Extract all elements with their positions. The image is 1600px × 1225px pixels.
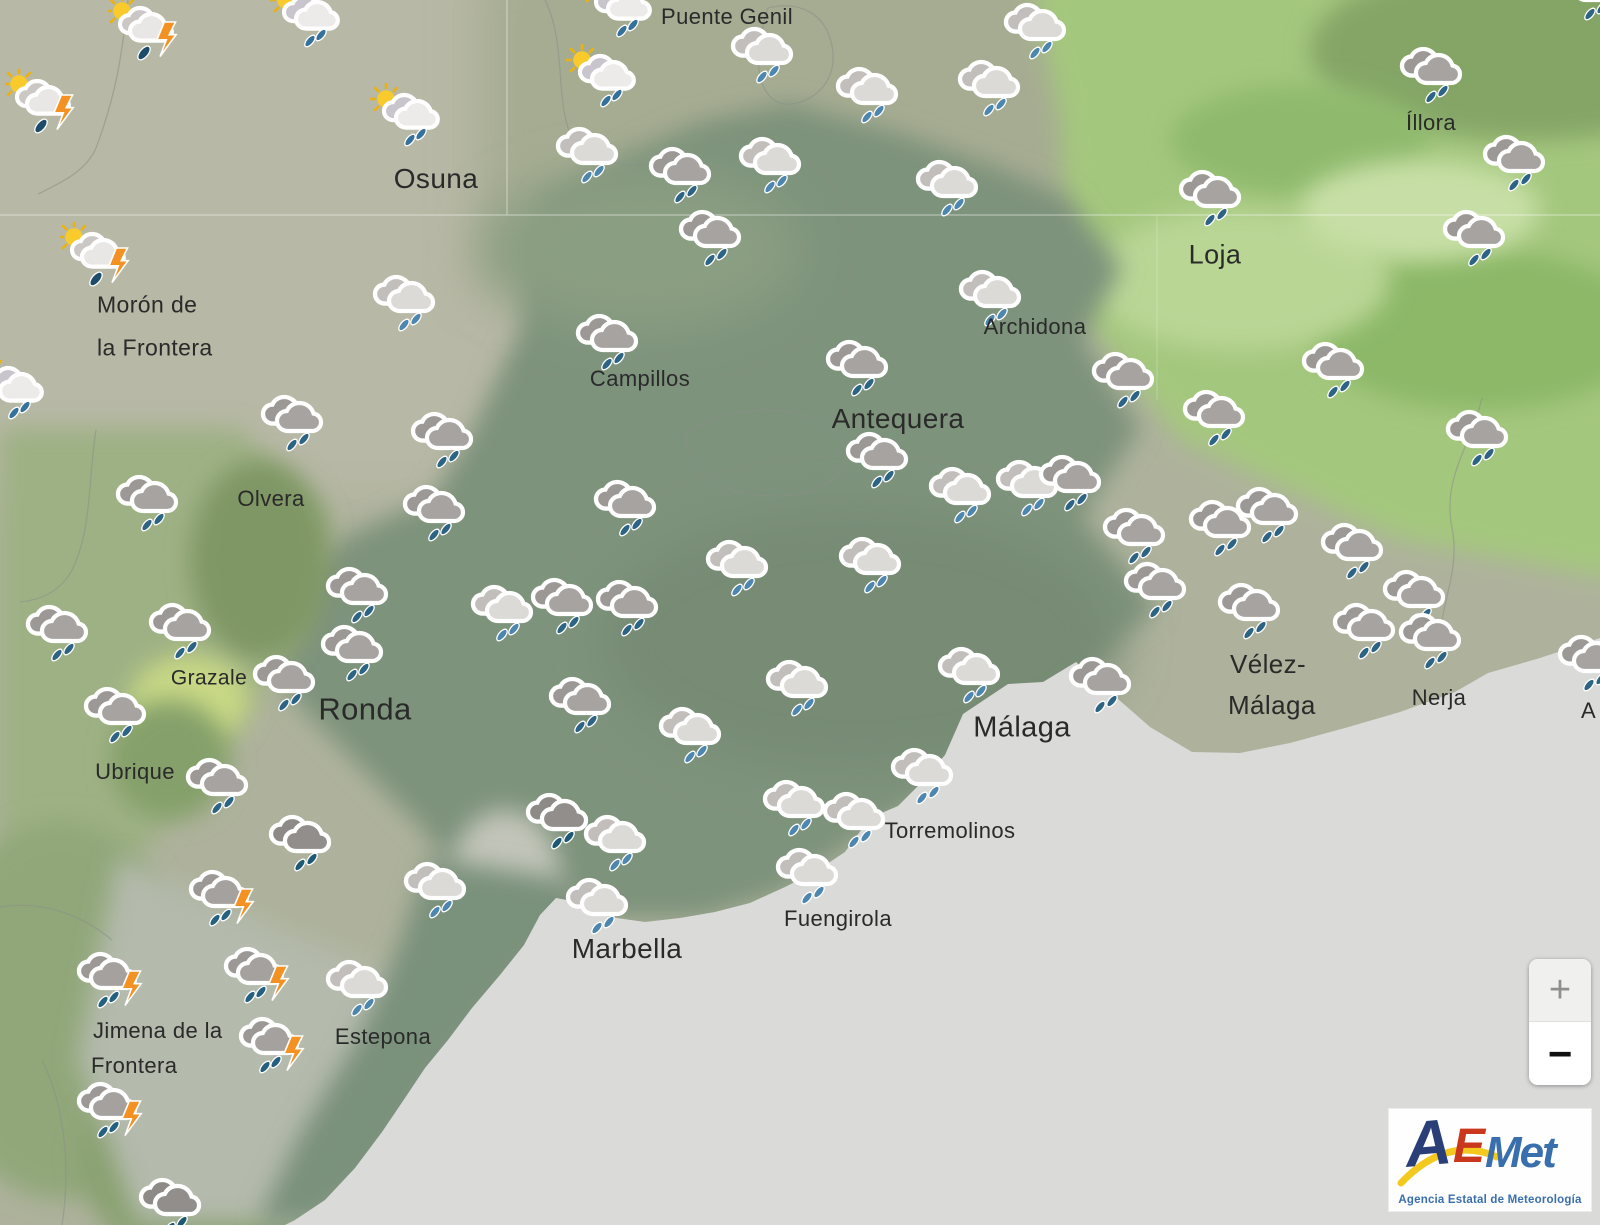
logo-letter-a: A [1401, 1105, 1455, 1181]
city-label: Morón de [97, 291, 198, 318]
zoom-control: + − [1529, 959, 1591, 1085]
city-label: Ronda [318, 691, 412, 727]
city-label: Marbella [571, 933, 683, 964]
city-label: Nerja [1411, 685, 1467, 710]
sea [285, 638, 1600, 1225]
city-label: Íllora [1405, 110, 1457, 135]
city-label: Torremolinos [884, 818, 1016, 843]
city-label: Vélez- [1230, 649, 1307, 679]
city-label: Olvera [237, 486, 305, 511]
city-label: Ubrique [95, 759, 175, 784]
city-label: Loja [1188, 239, 1242, 270]
city-label: A [1581, 698, 1597, 723]
city-label: Fuengirola [784, 906, 892, 931]
plus-icon: + [1548, 968, 1572, 1011]
zoom-out-button[interactable]: − [1529, 1022, 1591, 1085]
logo-subtitle: Agencia Estatal de Meteorología [1398, 1194, 1582, 1206]
city-label: Jimena de la [93, 1018, 223, 1043]
zoom-in-button[interactable]: + [1529, 959, 1591, 1022]
logo-letter-e: E [1453, 1120, 1486, 1173]
city-label: Puente Genil [661, 4, 793, 29]
logo-letters-met: Met [1485, 1128, 1557, 1177]
minus-icon: − [1547, 1029, 1573, 1077]
city-label: Estepona [334, 1024, 432, 1049]
city-label: Archidona [983, 314, 1087, 339]
city-label: Osuna [393, 163, 479, 194]
city-label: Campillos [589, 366, 691, 391]
logo-swoosh-icon [1397, 1146, 1501, 1187]
city-label: Frontera [91, 1053, 178, 1078]
aemet-logo: A E Met Agencia Estatal de Meteorología [1388, 1105, 1592, 1212]
city-label: Málaga [1228, 690, 1316, 720]
city-label: Antequera [831, 403, 965, 434]
city-label: Málaga [973, 711, 1071, 744]
city-label: la Frontera [97, 334, 213, 361]
city-label: Grazale [170, 666, 248, 690]
